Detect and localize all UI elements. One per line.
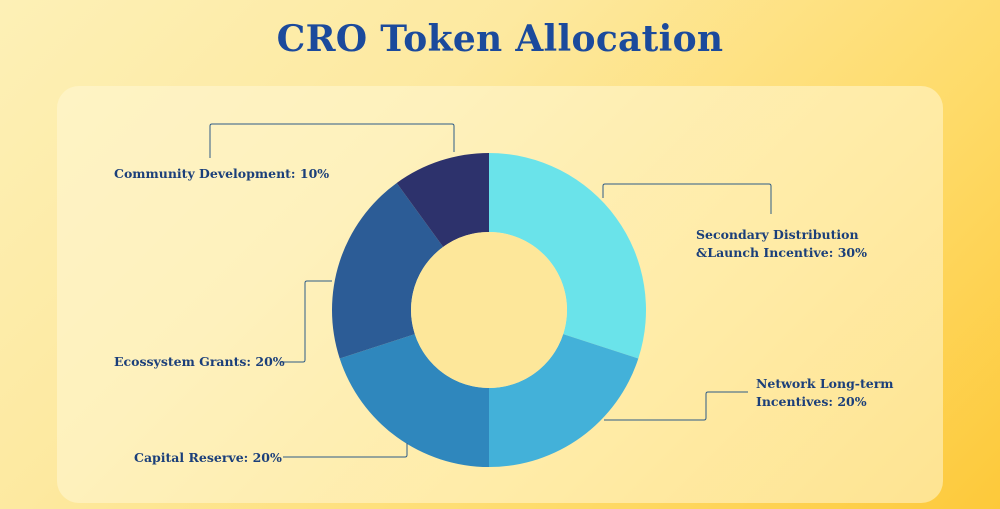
slice-ecosystem-grants — [332, 182, 444, 359]
leader-ecosystem-grants — [280, 280, 332, 363]
slice-network-incentives — [489, 334, 639, 467]
slice-secondary-distribution — [489, 153, 647, 359]
chart-title: CRO Token Allocation — [276, 18, 724, 60]
leader-secondary-distribution — [602, 183, 772, 214]
slice-community-development — [396, 153, 489, 247]
donut-hole — [411, 232, 567, 388]
slice-label-ecosystem-grants: Ecossystem Grants: 20% — [114, 354, 285, 369]
slice-capital-reserve — [339, 334, 489, 467]
leader-community-development — [209, 123, 455, 158]
leader-capital-reserve — [283, 443, 408, 458]
leader-network-incentives — [604, 391, 748, 421]
slice-label-community-development: Community Development: 10% — [114, 166, 330, 181]
slice-label-capital-reserve: Capital Reserve: 20% — [134, 450, 282, 465]
slice-label-secondary-distribution: Secondary Distribution &Launch Incentive… — [696, 227, 867, 260]
slice-label-network-incentives: Network Long-term Incentives: 20% — [756, 376, 894, 409]
